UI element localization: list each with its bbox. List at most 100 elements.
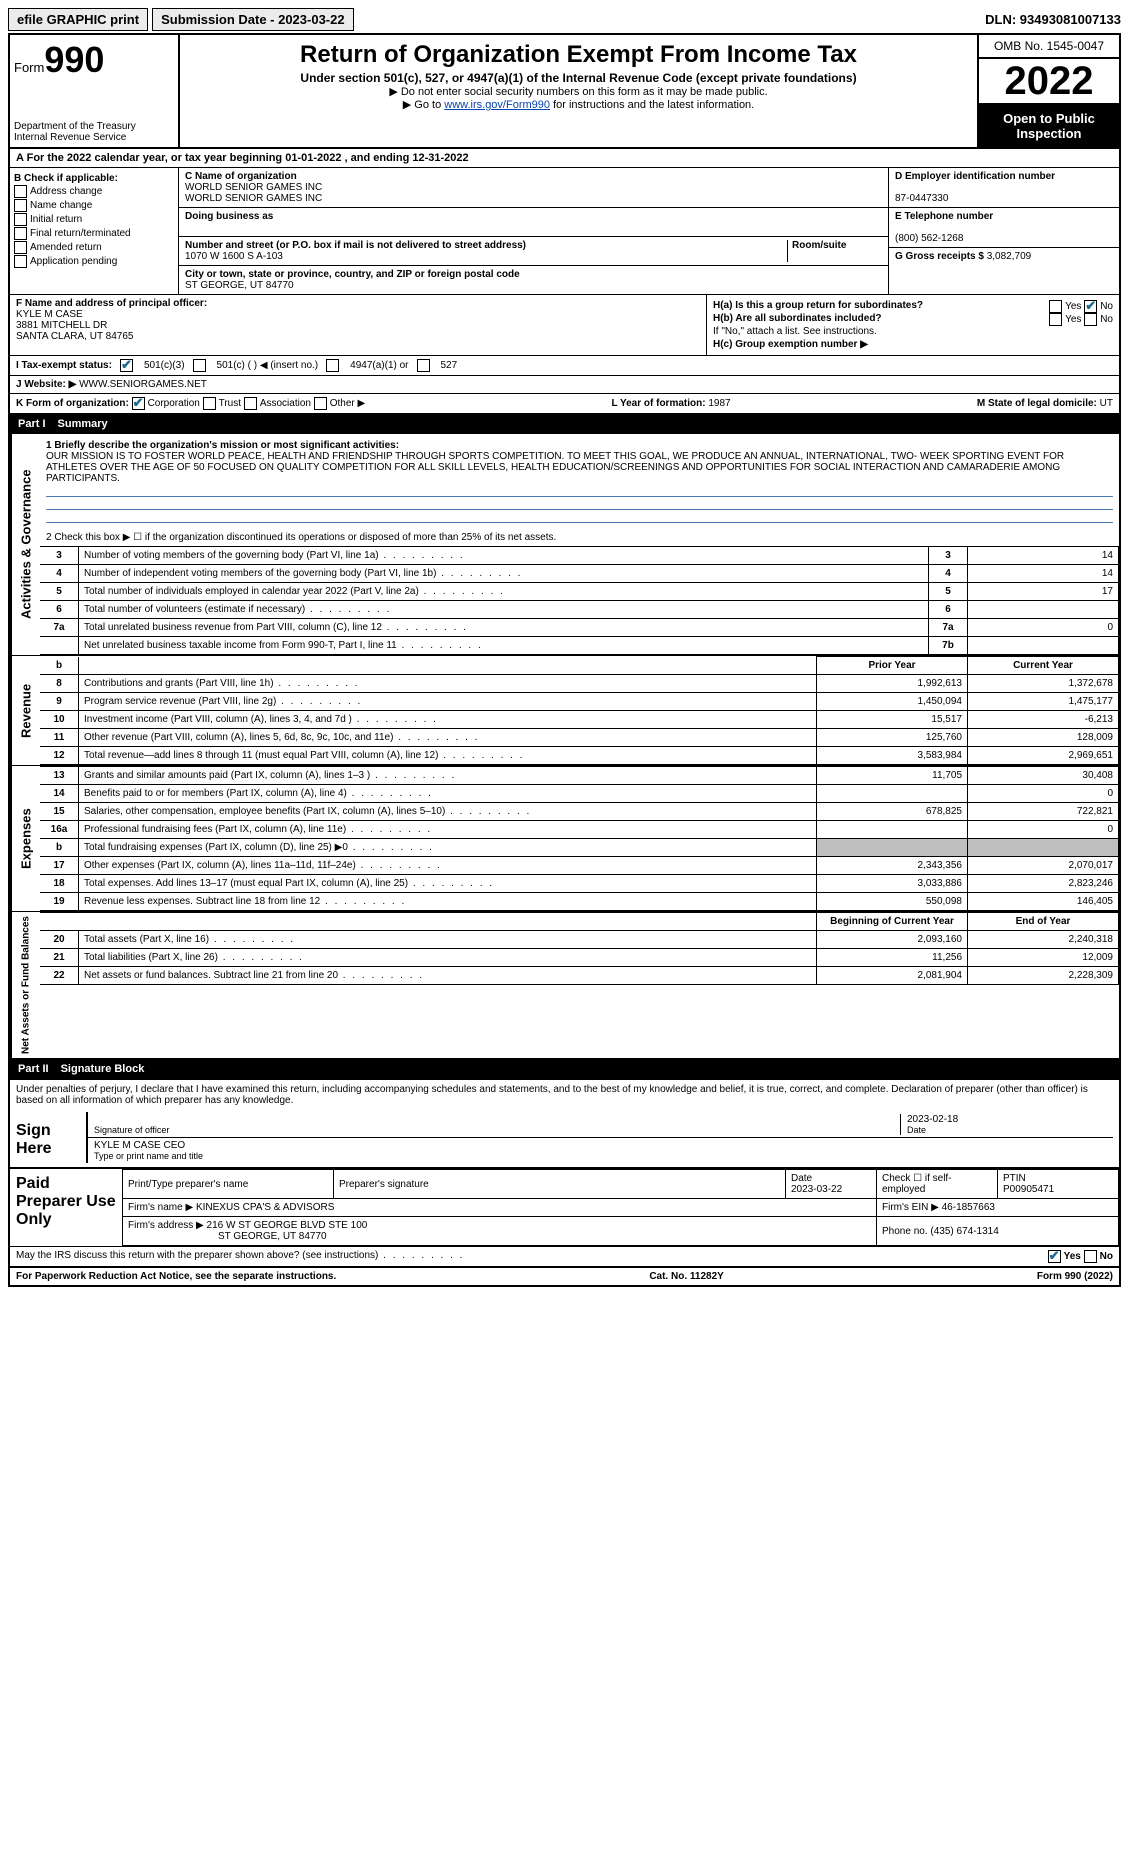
lines-3-7: 3Number of voting members of the governi… xyxy=(40,546,1119,655)
revenue-table: bPrior YearCurrent Year 8Contributions a… xyxy=(40,656,1119,765)
cb-501c[interactable] xyxy=(193,359,206,372)
website-value: WWW.SENIORGAMES.NET xyxy=(79,379,207,390)
column-c-org-info: C Name of organization WORLD SENIOR GAME… xyxy=(179,168,888,294)
column-b-checkboxes: B Check if applicable: Address change Na… xyxy=(10,168,179,294)
table-row: 11Other revenue (Part VIII, column (A), … xyxy=(40,729,1119,747)
prep-self-employed[interactable]: Check ☐ if self-employed xyxy=(877,1170,998,1199)
org-city: ST GEORGE, UT 84770 xyxy=(185,280,882,291)
firm-phone: (435) 674-1314 xyxy=(930,1226,998,1237)
net-table: Beginning of Current YearEnd of Year 20T… xyxy=(40,912,1119,985)
mission-block: 1 Briefly describe the organization's mi… xyxy=(40,434,1119,529)
phone-value: (800) 562-1268 xyxy=(895,233,1113,244)
expenses-table: 13Grants and similar amounts paid (Part … xyxy=(40,766,1119,911)
discuss-yes[interactable] xyxy=(1048,1250,1061,1263)
table-row: 16aProfessional fundraising fees (Part I… xyxy=(40,821,1119,839)
officer-addr1: 3881 MITCHELL DR xyxy=(16,320,700,331)
table-row: 8Contributions and grants (Part VIII, li… xyxy=(40,675,1119,693)
footer: For Paperwork Reduction Act Notice, see … xyxy=(10,1266,1119,1285)
irs-link[interactable]: www.irs.gov/Form990 xyxy=(444,99,550,111)
firm-addr1: 216 W ST GEORGE BLVD STE 100 xyxy=(207,1220,368,1231)
firm-name: KINEXUS CPA'S & ADVISORS xyxy=(196,1202,334,1213)
footer-center: Cat. No. 11282Y xyxy=(649,1271,723,1282)
ha-no[interactable] xyxy=(1084,300,1097,313)
firm-addr2: ST GEORGE, UT 84770 xyxy=(218,1231,327,1242)
cb-trust[interactable] xyxy=(203,397,216,410)
row-a-tax-year: A For the 2022 calendar year, or tax yea… xyxy=(10,149,1119,168)
table-row: 6Total number of volunteers (estimate if… xyxy=(40,601,1119,619)
cb-4947[interactable] xyxy=(326,359,339,372)
mission-text: OUR MISSION IS TO FOSTER WORLD PEACE, HE… xyxy=(46,451,1113,484)
cb-address-change[interactable]: Address change xyxy=(14,185,174,198)
officer-addr2: SANTA CLARA, UT 84765 xyxy=(16,331,700,342)
cb-final-return[interactable]: Final return/terminated xyxy=(14,227,174,240)
sig-name: KYLE M CASE CEO xyxy=(94,1140,1107,1151)
header-right: OMB No. 1545-0047 2022 Open to Public In… xyxy=(977,35,1119,147)
cb-pending[interactable]: Application pending xyxy=(14,255,174,268)
cb-initial-return[interactable]: Initial return xyxy=(14,213,174,226)
header-center: Return of Organization Exempt From Incom… xyxy=(180,35,977,147)
table-row: 10Investment income (Part VIII, column (… xyxy=(40,711,1119,729)
activities-section: Activities & Governance 1 Briefly descri… xyxy=(10,433,1119,655)
form-number: 990 xyxy=(44,39,104,80)
firm-ein: 46-1857663 xyxy=(942,1202,995,1213)
cb-amended[interactable]: Amended return xyxy=(14,241,174,254)
table-row: bTotal fundraising expenses (Part IX, co… xyxy=(40,839,1119,857)
note-ssn: ▶ Do not enter social security numbers o… xyxy=(186,85,971,98)
form-title: Return of Organization Exempt From Incom… xyxy=(186,41,971,69)
discuss-no[interactable] xyxy=(1084,1250,1097,1263)
discuss-row: May the IRS discuss this return with the… xyxy=(10,1246,1119,1266)
table-row: 15Salaries, other compensation, employee… xyxy=(40,803,1119,821)
row-k-org-form: K Form of organization: Corporation Trus… xyxy=(10,393,1119,413)
table-row: 12Total revenue—add lines 8 through 11 (… xyxy=(40,747,1119,765)
row-f-h: F Name and address of principal officer:… xyxy=(10,294,1119,355)
prep-date: 2023-03-22 xyxy=(791,1184,871,1195)
omb-number: OMB No. 1545-0047 xyxy=(979,35,1119,59)
cb-501c3[interactable] xyxy=(120,359,133,372)
table-row: 14Benefits paid to or for members (Part … xyxy=(40,785,1119,803)
officer-name: KYLE M CASE xyxy=(16,309,700,320)
table-row: 9Program service revenue (Part VIII, lin… xyxy=(40,693,1119,711)
cb-name-change[interactable]: Name change xyxy=(14,199,174,212)
submission-date: Submission Date - 2023-03-22 xyxy=(152,8,354,31)
expenses-section: Expenses 13Grants and similar amounts pa… xyxy=(10,765,1119,911)
year-formation: 1987 xyxy=(708,398,730,409)
signature-block: Under penalties of perjury, I declare th… xyxy=(10,1078,1119,1167)
side-expenses: Expenses xyxy=(10,766,40,911)
col-h-group: H(a) Is this a group return for subordin… xyxy=(707,295,1119,355)
cb-assoc[interactable] xyxy=(244,397,257,410)
cb-other[interactable] xyxy=(314,397,327,410)
form-prefix: Form xyxy=(14,60,44,75)
net-section: Net Assets or Fund Balances Beginning of… xyxy=(10,911,1119,1058)
part2-header: Part II Signature Block xyxy=(10,1058,1119,1078)
side-revenue: Revenue xyxy=(10,656,40,765)
section-bcd: B Check if applicable: Address change Na… xyxy=(10,168,1119,294)
cb-corp[interactable] xyxy=(132,397,145,410)
gross-receipts: 3,082,709 xyxy=(987,251,1032,262)
form-subtitle: Under section 501(c), 527, or 4947(a)(1)… xyxy=(186,71,971,85)
ein-value: 87-0447330 xyxy=(895,193,1113,204)
form-header: Form990 Department of the Treasury Inter… xyxy=(10,35,1119,149)
cb-527[interactable] xyxy=(417,359,430,372)
hb-yes[interactable] xyxy=(1049,313,1062,326)
table-row: 18Total expenses. Add lines 13–17 (must … xyxy=(40,875,1119,893)
ha-yes[interactable] xyxy=(1049,300,1062,313)
table-row: 13Grants and similar amounts paid (Part … xyxy=(40,767,1119,785)
table-row: 19Revenue less expenses. Subtract line 1… xyxy=(40,893,1119,911)
table-row: 4Number of independent voting members of… xyxy=(40,565,1119,583)
line-2: 2 Check this box ▶ ☐ if the organization… xyxy=(40,529,1119,546)
top-bar: efile GRAPHIC print Submission Date - 20… xyxy=(8,8,1121,31)
sign-here-label: Sign Here xyxy=(16,1112,86,1163)
revenue-section: Revenue bPrior YearCurrent Year 8Contrib… xyxy=(10,655,1119,765)
open-public-badge: Open to Public Inspection xyxy=(979,105,1119,147)
header-left: Form990 Department of the Treasury Inter… xyxy=(10,35,180,147)
hb-no[interactable] xyxy=(1084,313,1097,326)
table-row: 22Net assets or fund balances. Subtract … xyxy=(40,967,1119,985)
footer-right: Form 990 (2022) xyxy=(1037,1271,1113,1282)
efile-print-button[interactable]: efile GRAPHIC print xyxy=(8,8,148,31)
ptin: P00905471 xyxy=(1003,1184,1113,1195)
sig-date-val: 2023-02-18 xyxy=(907,1114,1107,1125)
paid-preparer-block: Paid Preparer Use Only Print/Type prepar… xyxy=(10,1167,1119,1246)
table-row: 5Total number of individuals employed in… xyxy=(40,583,1119,601)
part1-header: Part I Summary xyxy=(10,413,1119,433)
side-net: Net Assets or Fund Balances xyxy=(10,912,40,1058)
